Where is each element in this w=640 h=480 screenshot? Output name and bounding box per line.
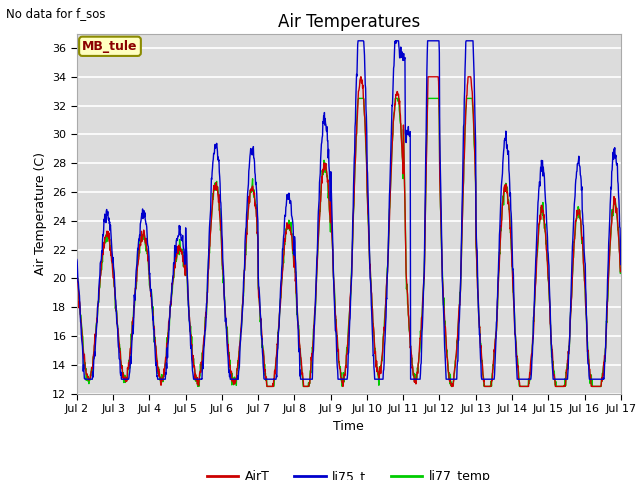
Y-axis label: Air Temperature (C): Air Temperature (C) bbox=[33, 152, 47, 275]
Text: No data for f_sos: No data for f_sos bbox=[6, 7, 106, 20]
Legend: AirT, li75_t, li77_temp: AirT, li75_t, li77_temp bbox=[202, 465, 495, 480]
Text: MB_tule: MB_tule bbox=[82, 40, 138, 53]
X-axis label: Time: Time bbox=[333, 420, 364, 432]
Title: Air Temperatures: Air Temperatures bbox=[278, 12, 420, 31]
